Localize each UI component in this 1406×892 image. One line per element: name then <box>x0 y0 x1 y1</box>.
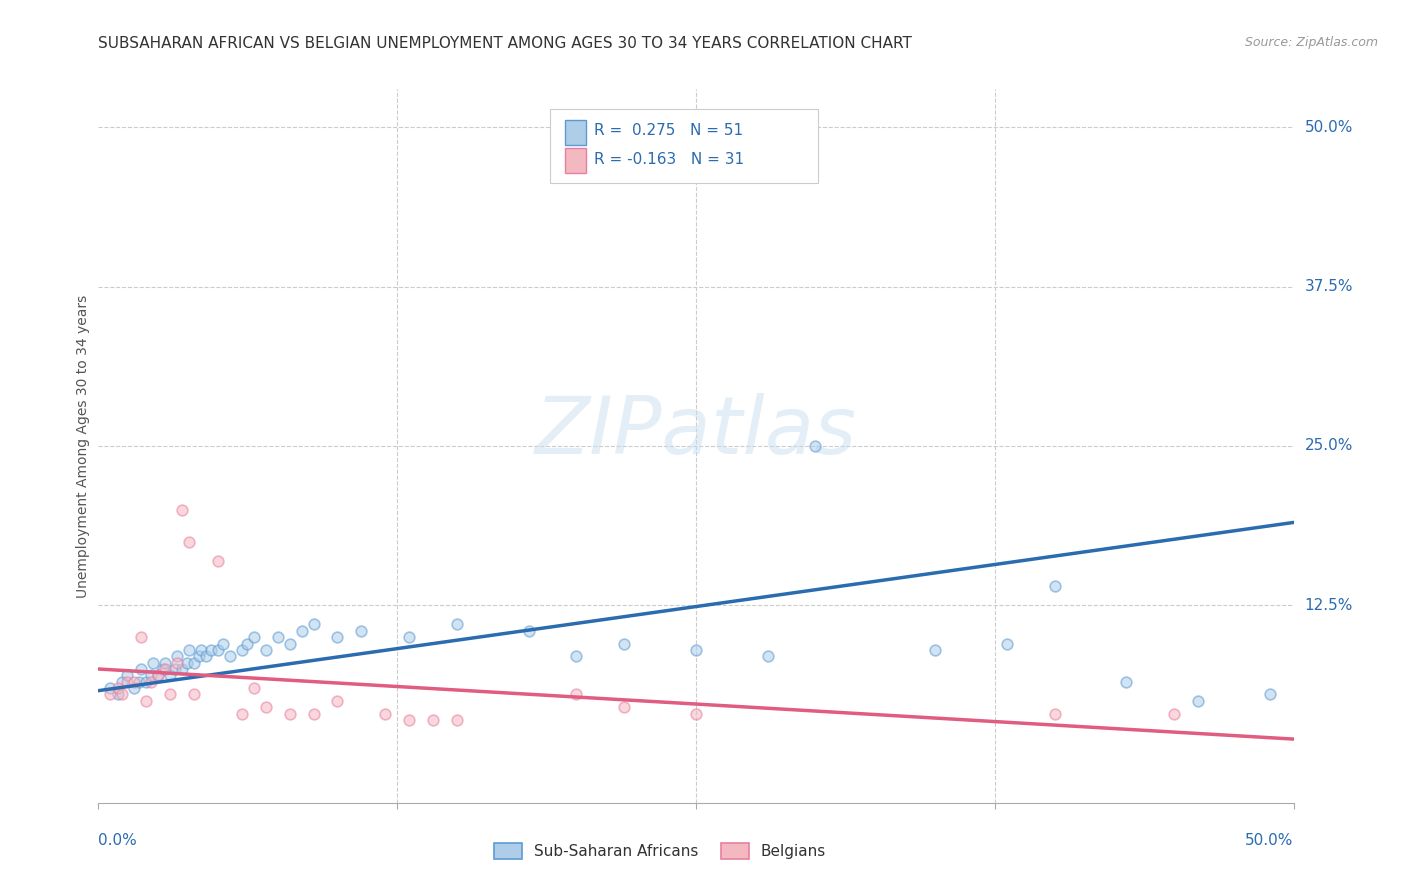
Point <box>152 662 174 676</box>
Point <box>924 643 946 657</box>
Legend: Sub-Saharan Africans, Belgians: Sub-Saharan Africans, Belgians <box>486 835 834 866</box>
Point <box>111 674 134 689</box>
FancyBboxPatch shape <box>550 109 818 184</box>
Point <box>107 688 129 702</box>
Point <box>231 706 253 721</box>
Point <box>98 681 122 695</box>
Point <box>1043 706 1066 721</box>
Y-axis label: Unemployment Among Ages 30 to 34 years: Unemployment Among Ages 30 to 34 years <box>76 294 90 598</box>
Point <box>207 554 229 568</box>
Point <box>278 636 301 650</box>
Point <box>148 668 170 682</box>
Point <box>685 643 707 657</box>
Text: Source: ZipAtlas.com: Source: ZipAtlas.com <box>1244 36 1378 49</box>
Point <box>131 630 153 644</box>
Point <box>278 706 301 721</box>
Point <box>1258 688 1281 702</box>
Point <box>1115 674 1137 689</box>
Text: 50.0%: 50.0% <box>1246 833 1294 848</box>
Point <box>159 668 181 682</box>
Point <box>243 630 266 644</box>
Point <box>231 643 253 657</box>
Text: 12.5%: 12.5% <box>1305 598 1353 613</box>
Point <box>172 662 194 676</box>
Point <box>176 656 198 670</box>
Point <box>115 674 138 689</box>
Point <box>124 681 146 695</box>
Point <box>107 681 129 695</box>
Point <box>135 674 157 689</box>
Point <box>139 668 162 682</box>
Text: 50.0%: 50.0% <box>1305 120 1353 135</box>
Point <box>995 636 1018 650</box>
Point <box>446 617 468 632</box>
Point <box>326 694 349 708</box>
Point <box>398 713 420 727</box>
Point <box>148 668 170 682</box>
Point <box>128 674 150 689</box>
Point <box>194 649 217 664</box>
Point <box>179 534 201 549</box>
Point <box>613 700 636 714</box>
Point <box>565 649 588 664</box>
Point <box>211 636 233 650</box>
Point <box>267 630 290 644</box>
Point <box>183 656 205 670</box>
Point <box>163 662 186 676</box>
Point <box>139 674 162 689</box>
Point <box>235 636 257 650</box>
Point <box>190 643 212 657</box>
Point <box>166 649 188 664</box>
Point <box>187 649 209 664</box>
Point <box>115 668 138 682</box>
Point <box>326 630 349 644</box>
Point <box>446 713 468 727</box>
Point <box>254 700 277 714</box>
Text: R = -0.163   N = 31: R = -0.163 N = 31 <box>595 152 745 167</box>
Point <box>98 688 122 702</box>
Point <box>200 643 222 657</box>
Text: ZIPatlas: ZIPatlas <box>534 392 858 471</box>
Point <box>135 694 157 708</box>
Point <box>131 662 153 676</box>
Point <box>1043 579 1066 593</box>
Text: 25.0%: 25.0% <box>1305 439 1353 453</box>
Point <box>374 706 396 721</box>
Point <box>219 649 242 664</box>
Point <box>159 688 181 702</box>
Text: 37.5%: 37.5% <box>1305 279 1353 294</box>
Point <box>207 643 229 657</box>
Point <box>166 656 188 670</box>
Point <box>422 713 444 727</box>
Point <box>179 643 201 657</box>
Point <box>172 502 194 516</box>
Point <box>142 656 165 670</box>
Point <box>290 624 312 638</box>
Point <box>685 706 707 721</box>
Point <box>613 636 636 650</box>
Point <box>302 706 325 721</box>
Point <box>350 624 373 638</box>
Point <box>1187 694 1209 708</box>
Point <box>155 662 177 676</box>
Point <box>124 674 146 689</box>
Text: 0.0%: 0.0% <box>98 833 138 848</box>
FancyBboxPatch shape <box>565 148 586 173</box>
Point <box>517 624 540 638</box>
Point <box>183 688 205 702</box>
Point <box>398 630 420 644</box>
Point <box>565 688 588 702</box>
Point <box>804 439 827 453</box>
Point <box>155 656 177 670</box>
Text: SUBSAHARAN AFRICAN VS BELGIAN UNEMPLOYMENT AMONG AGES 30 TO 34 YEARS CORRELATION: SUBSAHARAN AFRICAN VS BELGIAN UNEMPLOYME… <box>98 36 912 51</box>
Point <box>756 649 779 664</box>
FancyBboxPatch shape <box>565 120 586 145</box>
Point <box>243 681 266 695</box>
Point <box>254 643 277 657</box>
Point <box>1163 706 1185 721</box>
Text: R =  0.275   N = 51: R = 0.275 N = 51 <box>595 123 744 138</box>
Point <box>302 617 325 632</box>
Point <box>111 688 134 702</box>
